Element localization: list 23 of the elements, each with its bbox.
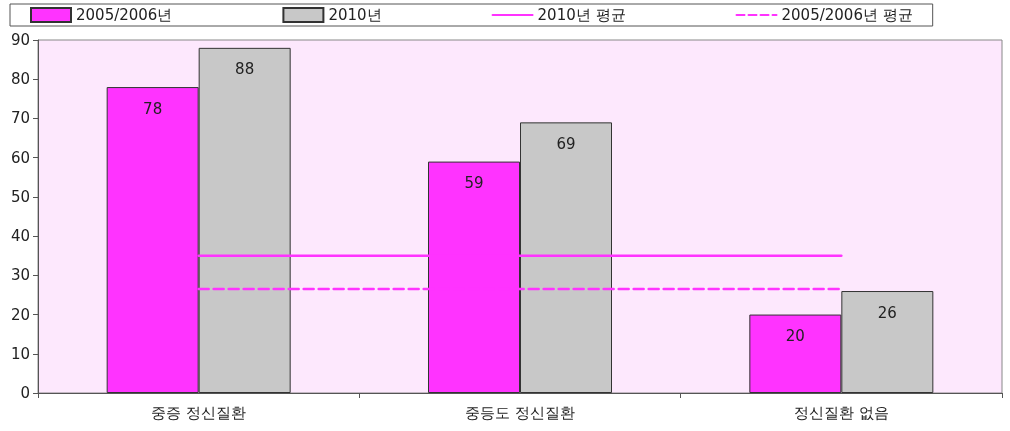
y-tick-label: 0	[20, 384, 30, 402]
data-label: 78	[143, 99, 163, 118]
y-tick-label: 40	[10, 227, 30, 246]
y-tick-label: 80	[10, 70, 30, 89]
x-tick-label: 중증 정신질환	[151, 403, 247, 422]
data-label: 88	[235, 60, 255, 79]
data-label: 69	[556, 134, 576, 153]
y-tick-label: 70	[10, 109, 30, 128]
y-tick-label: 50	[10, 187, 30, 206]
y-tick-label: 10	[10, 344, 30, 363]
legend-label: 2005/2006년	[76, 6, 173, 24]
data-label: 26	[877, 303, 897, 322]
legend-label: 2005/2006년 평균	[781, 6, 913, 24]
y-tick-label: 30	[10, 266, 30, 285]
data-label: 20	[785, 327, 805, 346]
data-label: 59	[464, 174, 484, 193]
y-tick-label: 20	[10, 305, 30, 324]
x-tick-label: 정신질환 없음	[793, 403, 889, 422]
y-tick-label: 90	[10, 31, 30, 49]
x-tick-label: 중등도 정신질환	[465, 403, 575, 422]
legend-label: 2010년	[328, 6, 382, 24]
legend-label: 2010년 평균	[537, 6, 626, 24]
y-tick-label: 60	[10, 148, 30, 167]
